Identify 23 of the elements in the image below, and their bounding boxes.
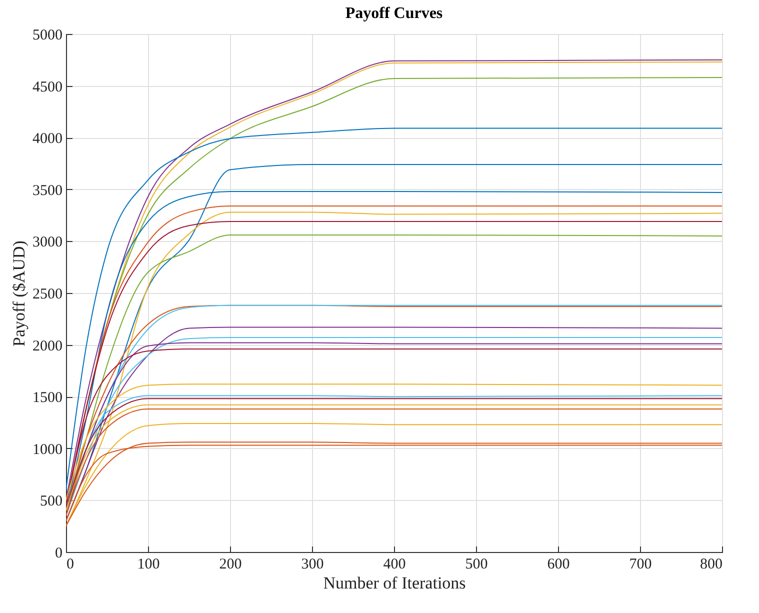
x-tick-label: 600 [547, 556, 570, 572]
x-tick-label: 400 [383, 556, 406, 572]
y-tick-label: 500 [40, 494, 62, 510]
y-tick-label: 0 [55, 546, 62, 562]
y-tick-label: 4500 [32, 79, 62, 96]
x-tick-label: 300 [301, 556, 324, 572]
y-tick-label: 3500 [32, 182, 62, 199]
x-tick-label: 700 [629, 556, 652, 572]
x-tick-label: 500 [465, 556, 488, 572]
x-axis-title: Number of Iterations [323, 574, 466, 592]
y-tick-label: 2500 [32, 286, 62, 302]
y-axis-title: Payoff ($AUD) [10, 240, 28, 346]
y-tick-label: 5000 [32, 28, 62, 44]
x-tick-label: 200 [219, 556, 242, 572]
x-tick-label: 800 [700, 556, 722, 572]
y-tick-label: 3000 [32, 234, 62, 251]
y-tick-label: 1500 [32, 390, 62, 406]
x-tick-label: 100 [137, 556, 160, 572]
y-tick-label: 1000 [32, 442, 62, 458]
x-tick-label: 0 [66, 556, 74, 572]
chart-title: Payoff Curves [345, 5, 443, 22]
y-tick-label: 2000 [32, 338, 62, 354]
y-tick-label: 4000 [32, 131, 62, 148]
